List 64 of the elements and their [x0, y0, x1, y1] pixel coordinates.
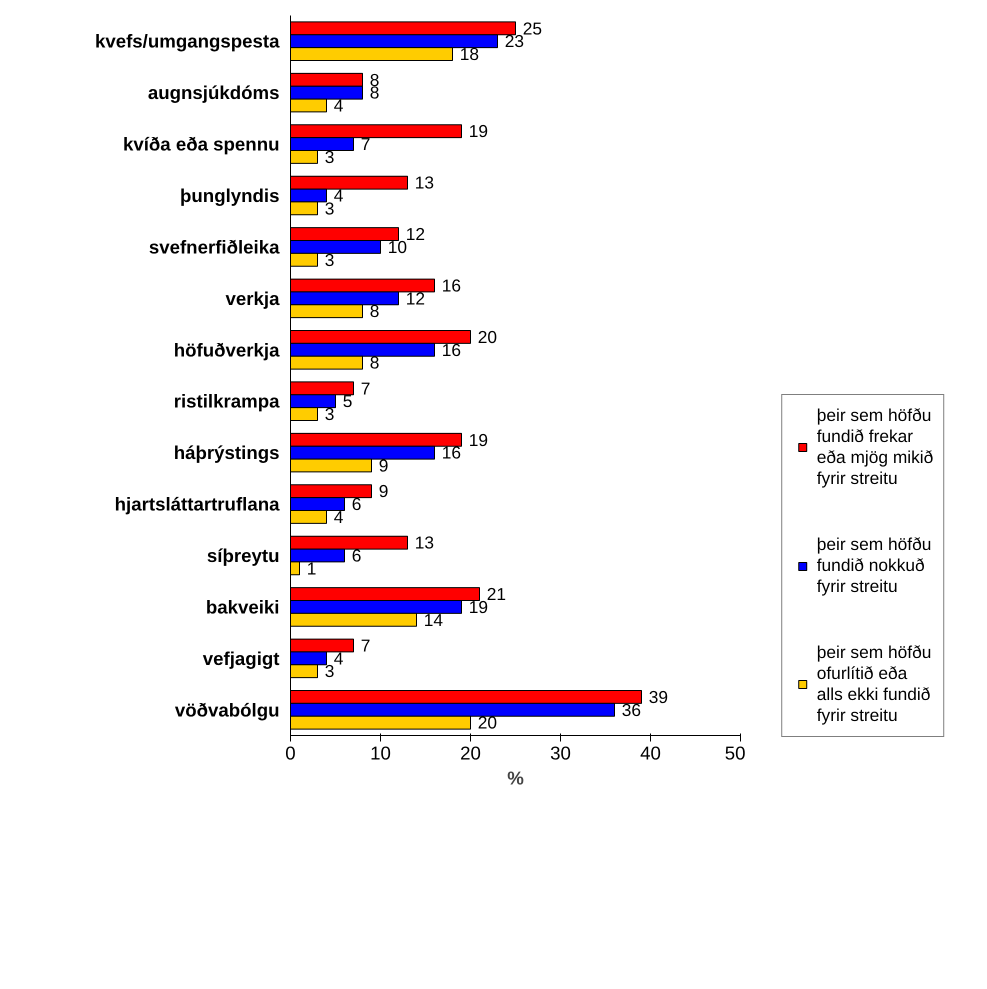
data-label: 20: [478, 712, 497, 733]
data-label: 4: [334, 648, 344, 668]
data-label: 9: [378, 481, 388, 502]
data-label: 13: [414, 532, 434, 553]
data-label: 23: [504, 31, 524, 52]
data-label: 10: [388, 236, 407, 257]
x-tick-label: 50: [724, 742, 746, 764]
x-tick-label: 0: [285, 742, 296, 764]
y-tick-label: þunglyndis: [180, 185, 280, 206]
x-tick-label: 30: [550, 742, 571, 764]
data-label: 3: [324, 250, 334, 270]
legend-label: þeir sem höfðu ofurlítið eða alls ekki fundið fyrir streitu: [816, 642, 932, 726]
data-label: 39: [648, 686, 668, 707]
data-label: 16: [442, 276, 461, 296]
data-label: 7: [360, 378, 370, 398]
data-label: 12: [406, 224, 425, 244]
data-label: 8: [370, 301, 380, 322]
data-label: 8: [370, 352, 380, 373]
data-label: 7: [360, 636, 370, 656]
y-tick-label: háþrýstings: [174, 442, 280, 464]
data-label: 7: [360, 134, 370, 154]
data-label: 3: [324, 404, 334, 424]
x-axis-title: %: [507, 768, 524, 788]
data-label: 5: [342, 391, 352, 412]
data-label: 13: [414, 172, 434, 193]
data-label: 20: [478, 326, 497, 347]
data-label: 36: [622, 700, 641, 720]
x-tick-label: 40: [640, 742, 661, 764]
y-tick-label: verkja: [226, 288, 280, 309]
y-tick-label: síþreytu: [206, 545, 280, 566]
data-label: 4: [334, 186, 344, 206]
y-tick-label: svefnerfiðleika: [148, 236, 280, 258]
y-tick-label: kvefs/umgangspesta: [94, 30, 280, 52]
data-label: 4: [334, 96, 344, 116]
data-label: 16: [442, 442, 461, 463]
x-tick-label: 20: [460, 742, 481, 764]
data-label: 16: [442, 340, 461, 360]
data-label: 3: [324, 146, 334, 167]
y-tick-label: kvíða eða spennu: [122, 134, 280, 155]
y-tick-label: vöðvabólgu: [174, 699, 280, 720]
data-label: 4: [334, 506, 344, 527]
y-tick-label: vefjagigt: [202, 648, 280, 669]
y-tick-label: bakveiki: [206, 596, 280, 618]
data-label: 18: [460, 44, 479, 64]
data-label: 19: [468, 430, 488, 450]
y-tick-label: ristilkrampa: [174, 390, 280, 412]
data-label: 9: [378, 456, 388, 476]
data-label: 19: [468, 596, 488, 617]
legend-label: þeir sem höfðu fundið nokkuð fyrir streitu: [816, 534, 932, 597]
y-tick-label: hjartsláttartruflana: [114, 494, 280, 515]
data-label: 21: [486, 584, 506, 604]
data-label: 6: [352, 546, 362, 566]
data-label: 25: [522, 18, 542, 38]
data-label: 12: [406, 288, 425, 308]
data-label: 19: [468, 121, 488, 142]
data-label: 3: [324, 661, 334, 682]
y-tick-label: höfuðverkja: [174, 339, 280, 360]
data-label: 14: [424, 610, 444, 630]
x-tick-label: 10: [370, 742, 391, 764]
y-tick-label: augnsjúkdóms: [148, 82, 280, 104]
data-label: 6: [352, 494, 362, 514]
data-label: 1: [306, 558, 316, 578]
legend-label: þeir sem höfðu fundið frekar eða mjög mikið fyrir streitu: [816, 405, 934, 489]
data-label: 3: [324, 198, 334, 218]
